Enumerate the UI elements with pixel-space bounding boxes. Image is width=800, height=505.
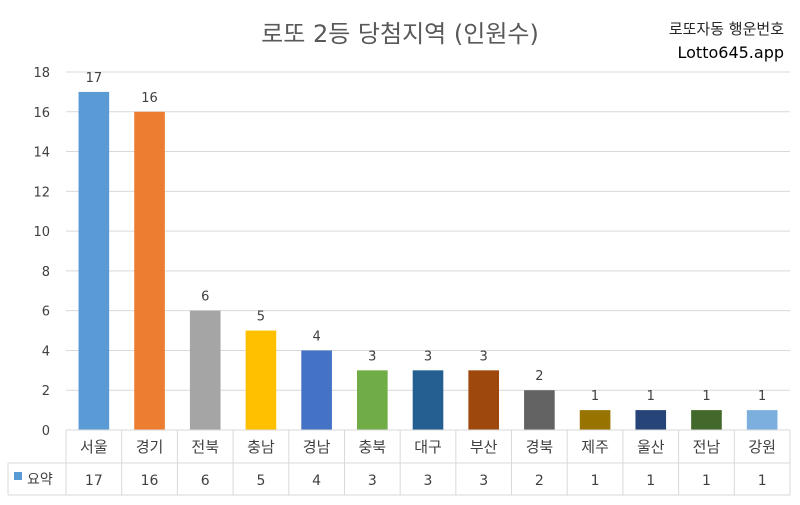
category-label: 충남: [247, 438, 275, 456]
y-tick-label: 18: [33, 66, 50, 81]
bar: [134, 111, 165, 431]
table-value: 3: [479, 473, 488, 489]
y-tick-label: 14: [33, 146, 50, 161]
data-label: 16: [141, 91, 158, 106]
data-label: 6: [201, 290, 209, 305]
category-label: 제주: [581, 438, 609, 456]
table-value: 1: [646, 473, 655, 489]
brand-url: Lotto645.app: [677, 43, 785, 62]
table-value: 5: [256, 473, 265, 489]
y-tick-label: 2: [42, 384, 50, 399]
category-label: 경기: [136, 438, 164, 456]
table-value: 16: [141, 473, 159, 489]
data-label: 2: [535, 369, 543, 384]
category-label: 울산: [637, 438, 665, 456]
y-tick-label: 10: [33, 225, 50, 240]
legend-marker: [14, 472, 22, 480]
data-label: 3: [480, 349, 488, 364]
data-label: 17: [86, 71, 103, 86]
chart-title: 로또 2등 당첨지역 (인원수): [261, 20, 539, 48]
y-tick-label: 6: [42, 305, 50, 320]
y-tick-label: 4: [42, 344, 50, 359]
bar: [78, 91, 110, 430]
table-value: 6: [201, 473, 210, 489]
category-label: 전남: [693, 438, 721, 456]
bar: [189, 310, 221, 430]
table-value: 17: [85, 473, 103, 489]
table-value: 3: [424, 473, 433, 489]
bar: [245, 330, 277, 430]
table-value: 3: [368, 473, 377, 489]
data-label: 3: [368, 349, 376, 364]
data-label: 3: [424, 349, 432, 364]
data-label: 4: [312, 329, 320, 344]
y-tick-label: 0: [42, 424, 50, 439]
data-label: 1: [647, 389, 655, 404]
bar: [691, 410, 722, 430]
category-label: 서울: [80, 438, 108, 456]
bar: [412, 370, 444, 430]
data-label: 1: [591, 389, 599, 404]
category-label: 부산: [470, 438, 498, 456]
table-value: 4: [312, 473, 321, 489]
bar: [524, 390, 555, 430]
bar: [635, 410, 667, 430]
bar: [579, 410, 611, 430]
y-tick-label: 12: [33, 185, 50, 200]
y-tick-label: 16: [33, 106, 50, 121]
table-value: 1: [758, 473, 767, 489]
table-value: 1: [702, 473, 711, 489]
category-label: 경남: [303, 438, 331, 456]
data-label: 1: [758, 389, 766, 404]
category-label: 전북: [191, 438, 219, 456]
table-value: 1: [591, 473, 600, 489]
bar: [301, 350, 332, 430]
table-value: 2: [535, 473, 544, 489]
y-tick-label: 8: [42, 265, 50, 280]
brand-name: 로또자동 행운번호: [668, 20, 784, 38]
bar: [468, 370, 500, 430]
category-label: 강원: [748, 438, 776, 456]
category-label: 대구: [414, 438, 442, 456]
data-label: 1: [702, 389, 710, 404]
category-label: 충북: [359, 438, 387, 456]
legend-label: 요약: [27, 472, 53, 488]
bar: [356, 370, 388, 430]
bar: [746, 410, 778, 430]
category-label: 경북: [526, 438, 554, 456]
data-label: 5: [257, 310, 265, 325]
